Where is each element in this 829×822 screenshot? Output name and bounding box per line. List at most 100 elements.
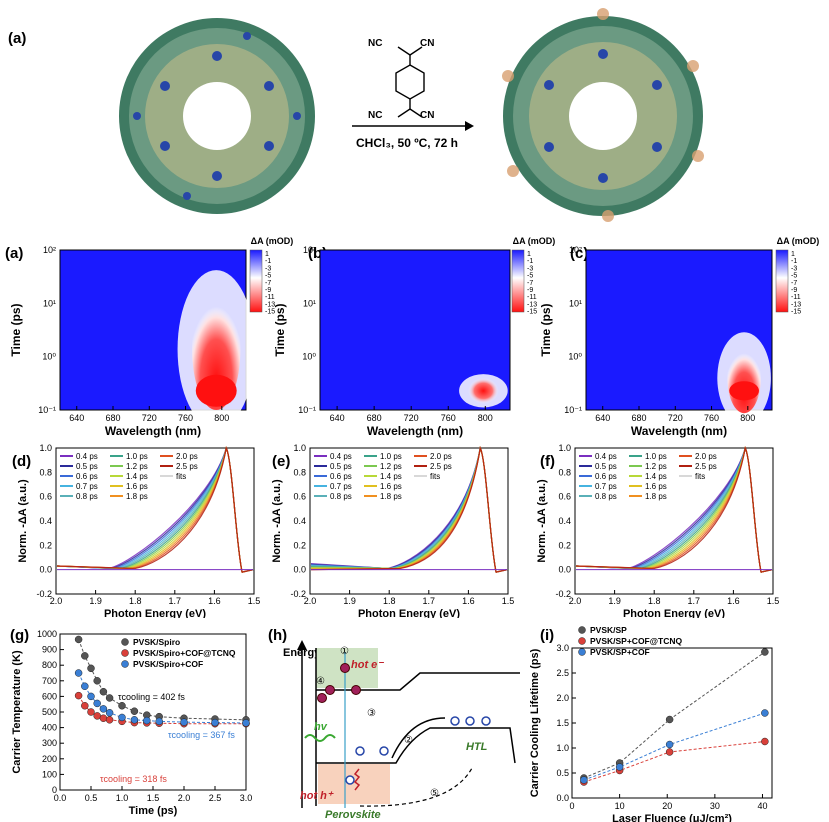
colorbar: [775, 249, 789, 313]
tcnq-molecule: [395, 46, 425, 118]
spectra-panels: (d) 2.0 1.9 1.8 1.7 1.6 1.5 -0.2 0.0 0.2 0.4 0.6 0.8…: [12, 443, 779, 618]
electron: [325, 685, 335, 695]
plot-frame: [571, 647, 773, 799]
spectra-xlabel: Photon Energy (eV): [623, 608, 725, 618]
heatmap-ytick-label: 10⁻¹: [298, 405, 316, 415]
spectra-legend-label: 1.4 ps: [380, 472, 402, 481]
extraction-arrow: [391, 717, 446, 759]
ytick-label: 700: [42, 676, 57, 686]
colorbar-tick-label: -13: [527, 301, 537, 308]
data-point: [761, 709, 769, 717]
spectra-ytick-label: 0.4: [293, 516, 306, 526]
heatmap-panel: (b)Time (ps)Wavelength (nm)640 680 720 760 8…: [273, 236, 555, 438]
spectra-panel-label: (d): [12, 453, 31, 470]
ytick-label: 200: [42, 754, 57, 764]
spectra-ylabel: Norm. -ΔA (a.u.): [536, 479, 548, 563]
data-point: [99, 714, 108, 722]
spectra-xtick-label: 1.9: [343, 596, 356, 606]
heatmap-panels: (a) Time (ps) Wavelength (nm) 640 680 720 760 8…: [5, 236, 819, 438]
spectra-xtick-label: 2.0: [304, 596, 317, 606]
data-point: [105, 709, 114, 717]
spectra-ylabel: Norm. -ΔA (a.u.): [17, 479, 29, 563]
legend-label: PVSK/Spiro: [133, 637, 180, 647]
heatmap-panel: (a) Time (ps) Wavelength (nm) 640 680 720 760 8…: [5, 236, 293, 438]
spectra-legend-label: 2.5 ps: [430, 462, 452, 471]
data-point: [130, 716, 139, 724]
heatmap-xtick-label: 680: [367, 413, 382, 423]
spectra-ytick-label: -0.2: [290, 589, 306, 599]
cof-structure-right: [502, 8, 704, 222]
colorbar-tick-label: -9: [527, 287, 533, 294]
tau-annotation: τcooling = 367 fs: [168, 730, 235, 740]
heatmap-ytick-label: 10¹: [569, 298, 582, 308]
data-point: [143, 716, 151, 725]
hole: [450, 716, 460, 726]
colorbar-tick-label: -15: [527, 309, 537, 316]
data-point: [81, 652, 89, 660]
spectra-legend-label: 2.5 ps: [176, 462, 198, 471]
heatmap-ytick-label: 10⁰: [302, 352, 316, 362]
legend-marker: [121, 638, 129, 646]
legend-marker: [578, 648, 586, 656]
data-point: [615, 763, 624, 771]
step-number: ④: [316, 676, 325, 687]
legend-label: PVSK/SP+COF: [590, 647, 650, 657]
legend-marker: [121, 649, 129, 657]
heatmap-core: [195, 374, 237, 407]
data-point: [87, 692, 95, 701]
heatmap-xtick-label: 680: [105, 413, 120, 423]
ytick-label: 400: [42, 723, 57, 733]
spectra-legend-label: 2.0 ps: [176, 452, 198, 461]
spectra-xtick-label: 2.0: [50, 596, 63, 606]
heatmap-hotspot: [727, 342, 761, 414]
spectra-row: (d) 2.0 1.9 1.8 1.7 1.6 1.5 -0.2 0.0 0.2 0.4 0.6 0.8…: [12, 443, 779, 618]
spectra-legend-label: 1.6 ps: [645, 482, 667, 491]
xlabel: Time (ps): [129, 805, 178, 817]
hot-electron-label: hot e⁻: [351, 659, 384, 671]
panel-label: (h): [268, 627, 287, 644]
data-point: [761, 648, 769, 656]
heatmap-ytick-label: 10⁻¹: [38, 405, 56, 415]
valence-band: [316, 727, 516, 764]
data-point: [74, 691, 83, 700]
heatmap-ytick-label: 10²: [569, 245, 582, 255]
heatmap-xlabel: Wavelength (nm): [631, 424, 727, 438]
spectra-ytick-label: 0.2: [39, 540, 52, 550]
spectra-legend-label: 2.0 ps: [430, 452, 452, 461]
cooling-path: [359, 767, 473, 807]
energy-axis-arrow: [297, 640, 307, 650]
spectra-legend-label: 0.8 ps: [330, 492, 352, 501]
heatmap-xtick-label: 720: [142, 413, 157, 423]
spectra-legend-label: 1.2 ps: [380, 462, 402, 471]
spectra-panel: (d) 2.0 1.9 1.8 1.7 1.6 1.5 -0.2 0.0 0.2 0.4 0.6 0.8…: [12, 443, 260, 618]
spectra-legend-label: fits: [695, 472, 705, 481]
spectra-xtick-label: 1.7: [169, 596, 182, 606]
tau-annotation: τcooling = 318 fs: [100, 774, 167, 784]
spectra-ytick-label: 0.0: [293, 565, 306, 575]
spectra-panel: (f) 2.0 1.9 1.8 1.7 1.6 1.5 -0.2 0.0 0.2 0.4 0.6 0.8…: [536, 443, 779, 618]
heatmap-ylabel: Time (ps): [539, 303, 553, 356]
heatmap-xtick-label: 760: [441, 413, 456, 423]
spectra-legend-label: 0.4 ps: [330, 452, 352, 461]
heatmap-core: [729, 381, 759, 401]
legend-marker: [578, 626, 586, 634]
spectra-legend-label: 1.4 ps: [645, 472, 667, 481]
colorbar-title: ΔA (mOD): [251, 236, 294, 246]
spectra-legend-label: 1.0 ps: [645, 452, 667, 461]
heatmap-hotspot: [468, 378, 499, 404]
ytick-label: 2.0: [556, 693, 569, 703]
xtick-label: 2.0: [178, 793, 191, 803]
colorbar-tick-label: -3: [791, 265, 797, 272]
ytick-label: 1000: [37, 629, 57, 639]
data-point: [99, 687, 108, 696]
ylabel: Carrier Temperature (K): [11, 650, 23, 774]
hot-hole-region: [318, 764, 390, 804]
spectra-ytick-label: 1.0: [293, 443, 306, 453]
spectra-xtick-label: 1.5: [502, 596, 515, 606]
xtick-label: 0.0: [54, 793, 67, 803]
spectra-legend-label: 0.5 ps: [76, 462, 98, 471]
hole: [345, 775, 355, 785]
data-point: [93, 699, 101, 708]
colorbar-title: ΔA (mOD): [777, 236, 820, 246]
spectra-xtick-label: 1.5: [767, 596, 780, 606]
